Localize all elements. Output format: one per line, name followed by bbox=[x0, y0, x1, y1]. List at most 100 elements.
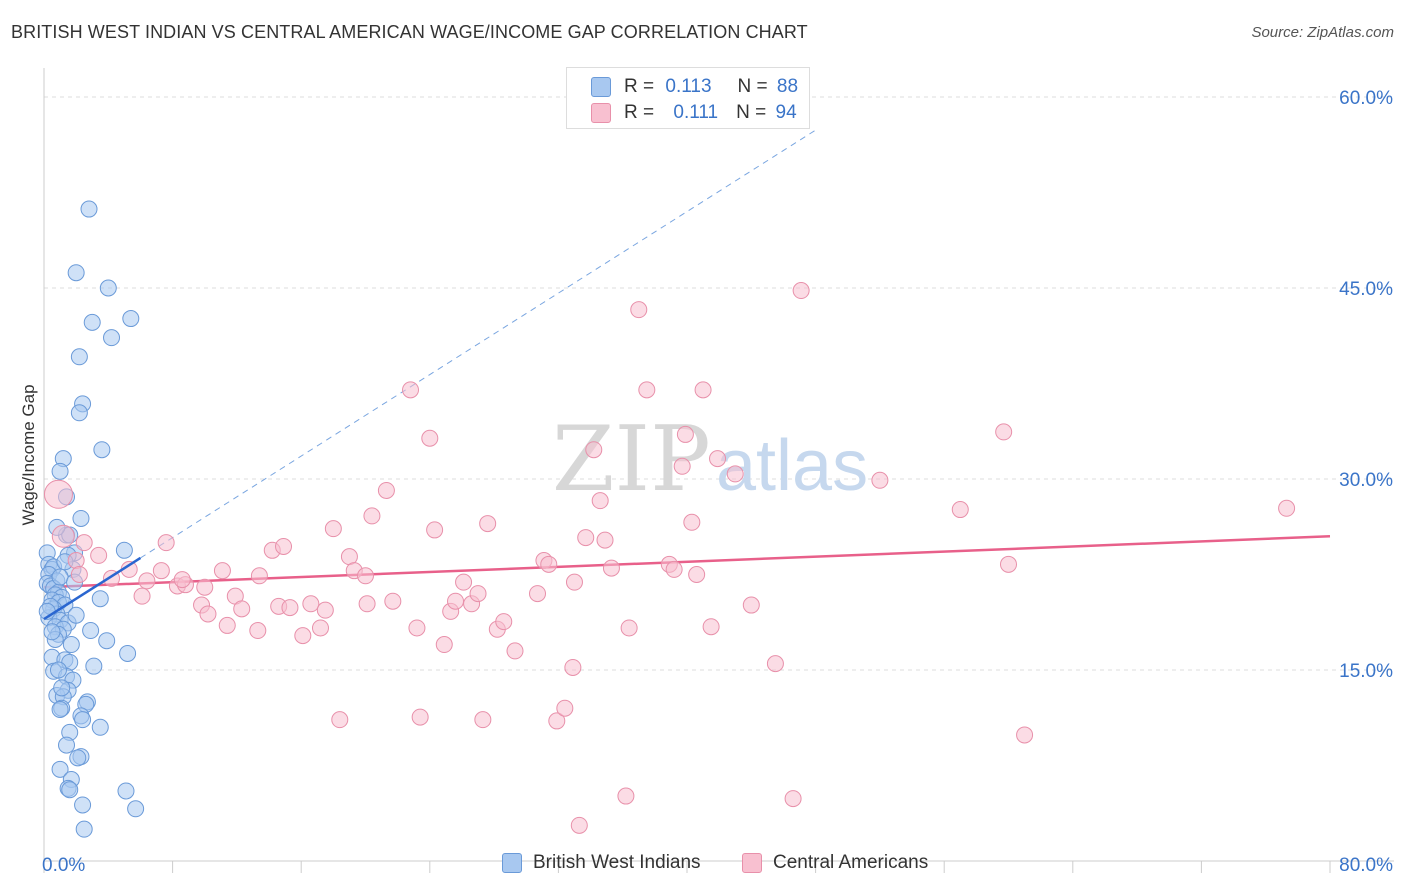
point-central-americans bbox=[995, 423, 1013, 441]
legend-row-central-americans: R = 0.111 N = 94 bbox=[591, 101, 797, 125]
point-british-west-indians bbox=[75, 820, 93, 838]
legend-r-value: 0.113 bbox=[665, 76, 712, 97]
point-central-americans bbox=[408, 619, 426, 637]
point-british-west-indians bbox=[122, 310, 140, 328]
point-central-americans bbox=[742, 596, 760, 614]
point-central-americans bbox=[133, 587, 151, 605]
point-central-americans bbox=[726, 465, 744, 483]
trend-line-british-west-indians bbox=[43, 556, 142, 621]
point-central-americans bbox=[694, 381, 712, 399]
point-british-west-indians bbox=[72, 509, 90, 527]
point-central-americans bbox=[617, 787, 635, 805]
point-british-west-indians bbox=[82, 622, 100, 640]
point-british-west-indians bbox=[74, 796, 92, 814]
point-central-americans bbox=[495, 613, 513, 631]
point-central-americans bbox=[564, 658, 582, 676]
point-central-americans bbox=[638, 381, 656, 399]
point-british-west-indians bbox=[103, 329, 121, 347]
point-central-americans bbox=[548, 712, 566, 730]
point-central-americans bbox=[585, 441, 603, 459]
point-british-west-indians bbox=[85, 657, 103, 675]
legend-label: British West Indians bbox=[533, 852, 701, 873]
point-british-west-indians bbox=[51, 462, 69, 480]
legend-item-british-west-indians[interactable]: British West Indians bbox=[502, 852, 701, 874]
point-british-west-indians bbox=[83, 313, 101, 331]
point-british-west-indians bbox=[119, 644, 137, 662]
point-central-americans bbox=[1016, 726, 1034, 744]
point-british-west-indians bbox=[51, 700, 69, 718]
point-central-americans bbox=[411, 708, 429, 726]
point-central-americans bbox=[596, 531, 614, 549]
legend-row-british-west-indians: R = 0.113 N = 88 bbox=[591, 75, 798, 99]
point-british-west-indians bbox=[53, 679, 71, 697]
point-central-americans bbox=[665, 560, 683, 578]
point-central-americans bbox=[311, 619, 329, 637]
point-british-west-indians bbox=[58, 736, 76, 754]
trend-line-british-west-indians-extrapolated bbox=[140, 129, 816, 559]
tick-labels: 15.0% 30.0% 45.0% 60.0% 0.0% 80.0% bbox=[42, 88, 1393, 876]
point-central-americans bbox=[529, 585, 547, 603]
point-central-americans bbox=[766, 655, 784, 673]
point-central-americans bbox=[673, 457, 691, 475]
point-central-americans bbox=[591, 492, 609, 510]
point-central-americans bbox=[213, 562, 231, 580]
point-british-west-indians bbox=[49, 661, 67, 679]
point-central-americans bbox=[384, 592, 402, 610]
legend-swatch-blue bbox=[591, 77, 611, 97]
point-central-americans bbox=[565, 573, 583, 591]
correlation-legend: R = 0.113 N = 88 R = 0.111 N = 94 bbox=[566, 67, 810, 129]
point-central-americans bbox=[67, 551, 85, 569]
point-central-americans bbox=[602, 559, 620, 577]
point-central-americans bbox=[570, 816, 588, 834]
chart-title: BRITISH WEST INDIAN VS CENTRAL AMERICAN … bbox=[11, 22, 808, 42]
point-central-americans bbox=[152, 562, 170, 580]
point-british-west-indians bbox=[67, 264, 85, 282]
point-central-americans bbox=[702, 618, 720, 636]
point-british-west-indians bbox=[69, 749, 87, 767]
point-central-americans bbox=[506, 642, 524, 660]
series-legend: British West Indians Central Americans bbox=[0, 850, 1406, 880]
grid-lines bbox=[44, 96, 1394, 671]
point-british-west-indians bbox=[61, 781, 79, 799]
point-central-americans bbox=[249, 622, 267, 640]
legend-swatch-blue bbox=[502, 853, 522, 873]
point-british-west-indians bbox=[70, 404, 88, 422]
point-central-americans bbox=[455, 573, 473, 591]
point-central-americans bbox=[792, 282, 810, 300]
point-central-americans bbox=[709, 450, 727, 468]
point-central-americans bbox=[951, 501, 969, 519]
y-axis-label: Wage/Income Gap bbox=[19, 384, 38, 525]
point-central-americans bbox=[70, 566, 88, 583]
legend-n-value: 88 bbox=[776, 76, 799, 97]
point-central-americans bbox=[469, 585, 487, 603]
point-british-west-indians bbox=[91, 590, 109, 608]
point-british-west-indians bbox=[99, 279, 117, 297]
point-central-americans bbox=[275, 537, 293, 555]
legend-r-value: 0.111 bbox=[673, 102, 719, 123]
y-tick-label: 60.0% bbox=[1339, 88, 1393, 109]
trend-line-central-americans bbox=[43, 535, 1331, 589]
point-central-americans bbox=[421, 429, 439, 447]
point-central-americans bbox=[357, 567, 374, 585]
point-central-americans bbox=[479, 515, 497, 533]
point-central-americans bbox=[331, 711, 349, 729]
legend-item-central-americans[interactable]: Central Americans bbox=[742, 852, 928, 874]
point-central-americans bbox=[250, 567, 268, 585]
point-central-americans bbox=[173, 571, 191, 589]
y-tick-label: 30.0% bbox=[1339, 470, 1393, 491]
point-central-americans bbox=[302, 595, 320, 613]
point-central-americans bbox=[281, 599, 299, 617]
legend-n-label: N = bbox=[737, 76, 768, 97]
point-central-americans bbox=[447, 592, 465, 610]
point-british-west-indians bbox=[91, 718, 109, 736]
point-british-west-indians bbox=[74, 711, 92, 729]
legend-n-label: N = bbox=[736, 102, 767, 123]
point-central-americans bbox=[75, 534, 93, 552]
point-central-americans bbox=[688, 566, 706, 583]
point-british-west-indians bbox=[117, 782, 135, 800]
x-tick-label: 80.0% bbox=[1339, 855, 1393, 876]
axes bbox=[43, 68, 1394, 873]
x-tick-label: 0.0% bbox=[42, 855, 85, 876]
data-points bbox=[38, 200, 1296, 838]
